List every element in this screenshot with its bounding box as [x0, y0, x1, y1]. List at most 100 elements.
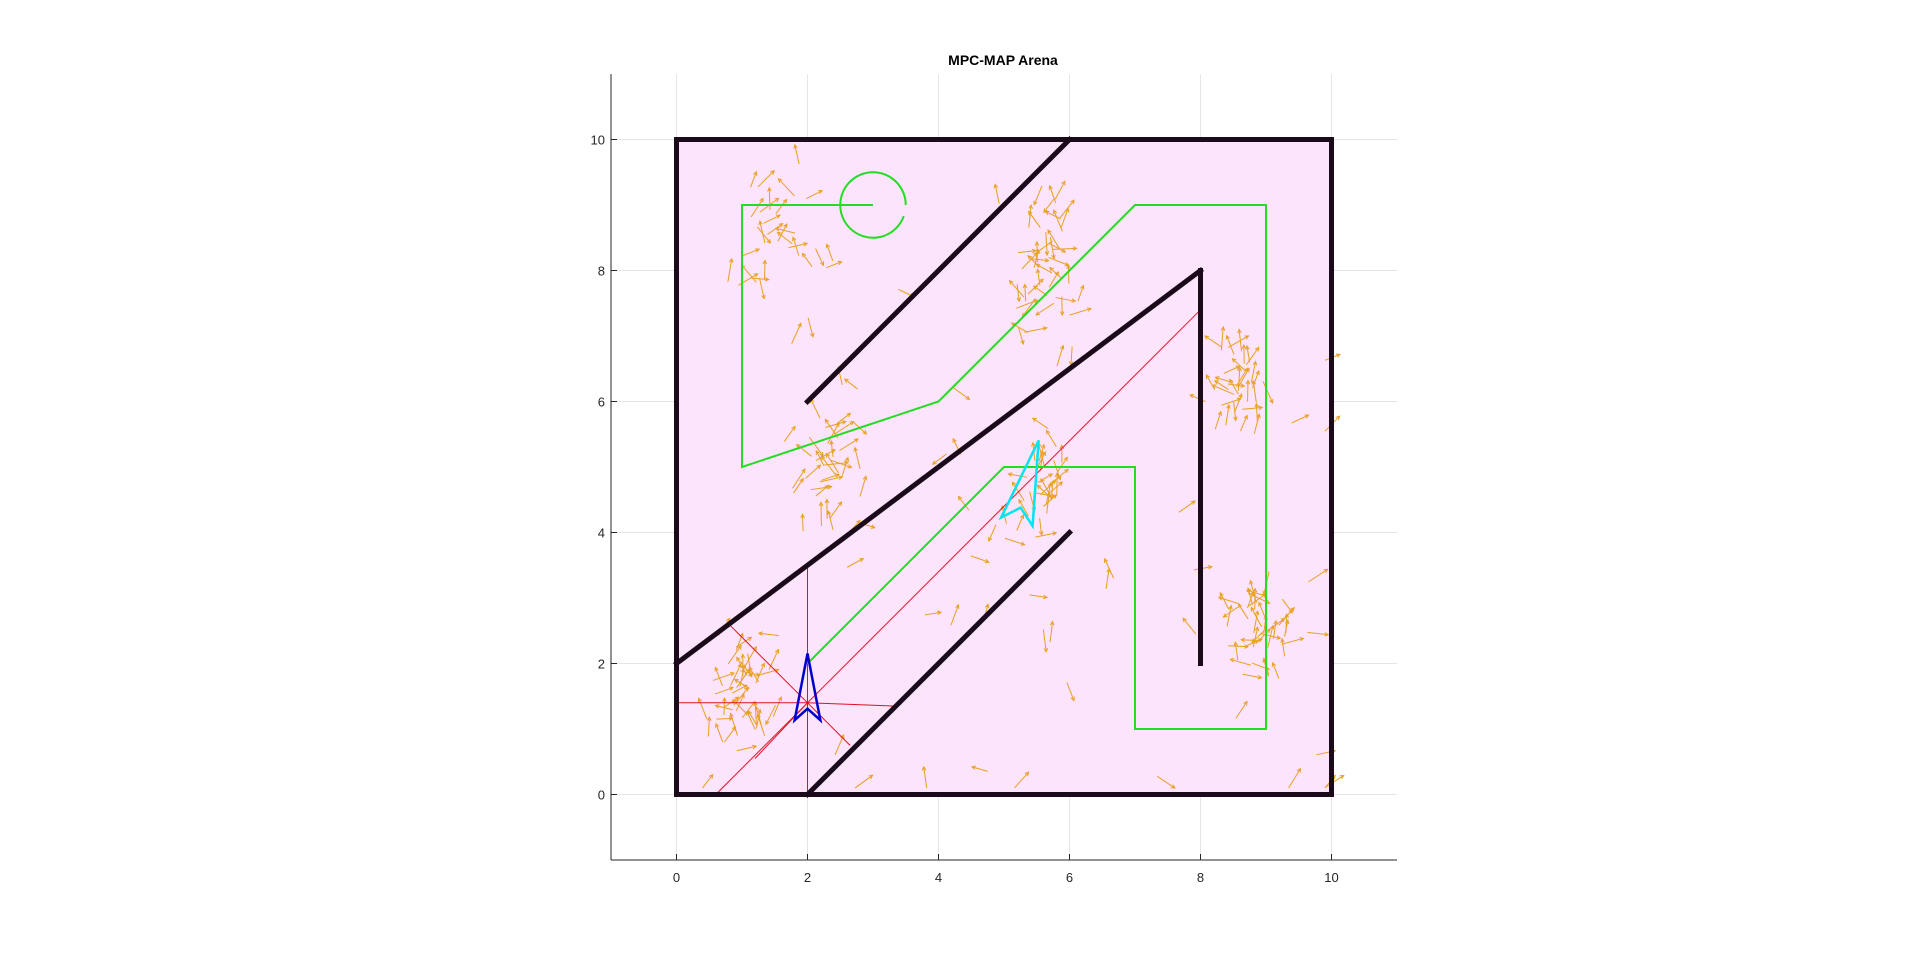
- particle-shaft: [1069, 308, 1092, 316]
- particle-head: [1245, 344, 1250, 350]
- particle-arrow: [970, 765, 988, 772]
- particle-shaft: [1037, 473, 1053, 484]
- particle-arrow: [1219, 591, 1230, 610]
- particle-head: [1049, 266, 1054, 272]
- particle-arrow: [1222, 606, 1239, 618]
- particle-head: [1240, 637, 1246, 643]
- particle-shaft: [736, 745, 757, 752]
- particle-arrow: [723, 726, 737, 743]
- particle-head: [1024, 771, 1030, 777]
- particle-arrow: [736, 744, 758, 752]
- particle-head: [1245, 379, 1251, 385]
- particle-head: [1042, 326, 1048, 331]
- particle-shaft: [1032, 417, 1049, 430]
- particle-shaft: [1246, 589, 1267, 597]
- particle-head: [764, 277, 770, 282]
- particle-head: [1106, 567, 1111, 573]
- particle-shaft: [1047, 229, 1061, 250]
- particle-arrow: [750, 197, 764, 218]
- particle-arrow: [741, 248, 761, 257]
- particle-shaft: [1070, 346, 1073, 366]
- particle-arrow: [950, 603, 960, 626]
- particle-head: [1225, 334, 1230, 340]
- particle-arrow: [1004, 537, 1026, 546]
- particle-head: [988, 536, 993, 542]
- particle-arrow: [1225, 403, 1231, 426]
- particle-arrow: [788, 242, 809, 249]
- particle-shaft: [1204, 335, 1223, 348]
- particle-arrow: [758, 220, 766, 244]
- particle-shaft: [1018, 327, 1024, 345]
- particle-arrow: [712, 672, 736, 681]
- particle-head: [829, 439, 834, 445]
- particle-arrow: [1237, 328, 1243, 352]
- particle-head: [1241, 343, 1247, 349]
- particle-head: [1031, 417, 1037, 422]
- particle-arrow: [759, 277, 766, 300]
- particle-head: [733, 678, 739, 684]
- particle-shaft: [1238, 603, 1249, 620]
- particle-head: [776, 231, 782, 237]
- particle-head: [777, 696, 783, 702]
- particle-shaft: [1226, 605, 1232, 627]
- particle-head: [783, 223, 788, 229]
- lidar-ray: [715, 702, 808, 795]
- particle-arrow: [1228, 335, 1250, 348]
- particle-shaft: [1258, 602, 1266, 618]
- particle-shaft: [815, 449, 836, 461]
- particle-head: [1211, 384, 1217, 389]
- wall-segment: [673, 267, 1204, 667]
- particle-arrow: [825, 452, 839, 474]
- particle-arrow: [755, 662, 765, 684]
- particle-head: [1290, 606, 1295, 612]
- x-tick-label: 8: [1197, 870, 1204, 885]
- particle-shaft: [741, 701, 756, 719]
- particle-head: [1034, 240, 1040, 246]
- particle-head: [1252, 360, 1258, 366]
- particle-arrow: [1069, 307, 1093, 316]
- particle-arrow: [1235, 700, 1248, 719]
- particle-shaft: [830, 459, 852, 468]
- particle-shaft: [1036, 240, 1053, 254]
- particle-shaft: [950, 604, 959, 626]
- particle-arrow: [1018, 248, 1037, 254]
- particle-shaft: [759, 277, 765, 299]
- lidar-ray: [728, 623, 808, 704]
- particle-head: [1051, 254, 1056, 260]
- particle-arrow: [1024, 326, 1048, 333]
- particle-head: [1007, 472, 1013, 477]
- particle-head: [818, 190, 824, 195]
- particle-arrow: [1043, 198, 1055, 214]
- particle-arrow: [1007, 472, 1028, 478]
- particle-head: [715, 722, 720, 728]
- x-tick-label: 10: [1324, 870, 1338, 885]
- particle-arrow: [767, 223, 784, 236]
- particle-arrow: [776, 231, 793, 245]
- particle-arrow: [1156, 775, 1176, 789]
- particle-shaft: [1228, 645, 1248, 648]
- particle-arrow: [1250, 606, 1262, 627]
- particle-arrow: [1278, 606, 1295, 626]
- particle-shaft: [802, 253, 813, 267]
- particle-shaft: [754, 701, 757, 725]
- particle-arrow: [805, 464, 822, 479]
- particle-shaft: [1235, 368, 1248, 387]
- particle-arrow: [1272, 619, 1278, 639]
- particle-head: [1214, 376, 1220, 381]
- y-tick-label: 4: [598, 526, 605, 541]
- particle-shaft: [827, 511, 834, 530]
- particle-shaft: [819, 476, 843, 483]
- particle-arrow: [1059, 296, 1065, 317]
- particle-shaft: [775, 227, 796, 234]
- particle-shaft: [1055, 297, 1076, 302]
- particle-shaft: [1252, 370, 1260, 389]
- particle-arrow: [775, 198, 788, 215]
- particle-arrow: [839, 438, 859, 451]
- particle-head: [1048, 473, 1054, 478]
- particle-head: [1038, 531, 1044, 537]
- particle-head: [1035, 311, 1041, 316]
- particle-shaft: [1225, 404, 1230, 426]
- particle-shaft: [923, 766, 928, 789]
- particle-head: [843, 378, 849, 383]
- lidar-ray: [807, 702, 851, 746]
